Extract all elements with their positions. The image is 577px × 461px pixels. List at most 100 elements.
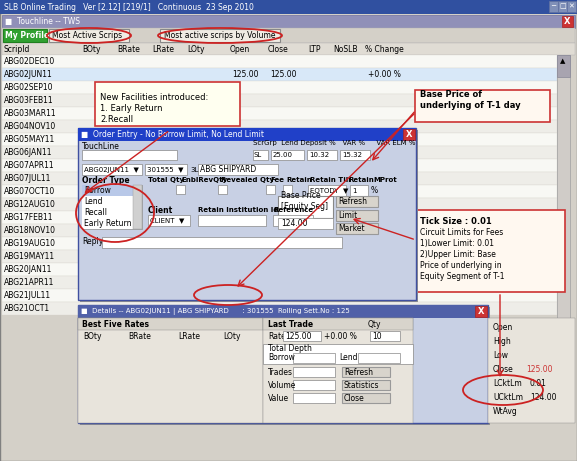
Text: Lend: Lend: [339, 353, 358, 361]
Text: TouchLine: TouchLine: [82, 142, 120, 150]
Text: Most Active Scrips: Most Active Scrips: [52, 31, 122, 40]
Text: ABG19MAY11: ABG19MAY11: [4, 252, 55, 261]
Text: % Change: % Change: [365, 45, 404, 53]
FancyBboxPatch shape: [78, 128, 416, 300]
FancyBboxPatch shape: [293, 393, 335, 403]
FancyBboxPatch shape: [278, 218, 333, 229]
Text: ✕: ✕: [568, 4, 575, 10]
FancyBboxPatch shape: [342, 393, 390, 403]
Text: My Profile: My Profile: [5, 31, 49, 40]
Text: Circuit Limits for Fees
1)Lower Limit: 0.01
2)Upper Limit: Base
Price of underly: Circuit Limits for Fees 1)Lower Limit: 0…: [420, 228, 504, 281]
Text: ScripId: ScripId: [4, 45, 31, 53]
Text: X: X: [564, 17, 571, 26]
Text: Base Price
[Equity Seg]: Base Price [Equity Seg]: [281, 191, 328, 211]
Text: ABG02JUN11  ▼: ABG02JUN11 ▼: [84, 166, 139, 172]
FancyBboxPatch shape: [2, 43, 575, 55]
Text: BOty: BOty: [82, 45, 100, 53]
Text: 3L: 3L: [190, 166, 198, 172]
Text: Reply: Reply: [82, 236, 103, 246]
Text: Refresh: Refresh: [338, 197, 367, 206]
Text: 10: 10: [372, 331, 381, 341]
FancyBboxPatch shape: [198, 164, 278, 175]
Text: BOty: BOty: [83, 331, 102, 341]
Text: Open: Open: [493, 323, 514, 331]
FancyBboxPatch shape: [2, 211, 557, 224]
FancyBboxPatch shape: [198, 215, 266, 226]
FancyBboxPatch shape: [488, 318, 575, 423]
Text: EOTODY  ▼: EOTODY ▼: [310, 188, 349, 194]
Text: Total Qty: Total Qty: [148, 177, 184, 183]
Text: Close: Close: [268, 45, 288, 53]
FancyBboxPatch shape: [2, 302, 557, 315]
Text: Refresh: Refresh: [344, 367, 373, 377]
FancyBboxPatch shape: [293, 380, 335, 390]
Text: Best Five Rates: Best Five Rates: [82, 319, 149, 329]
Text: BRate: BRate: [128, 331, 151, 341]
Text: Open: Open: [230, 45, 250, 53]
FancyBboxPatch shape: [2, 94, 557, 107]
Text: ABG03FEB11: ABG03FEB11: [4, 96, 54, 105]
Text: Client: Client: [148, 206, 173, 214]
Text: Borrow: Borrow: [84, 186, 111, 195]
FancyBboxPatch shape: [2, 120, 557, 133]
FancyBboxPatch shape: [263, 344, 413, 364]
Text: Retain: Retain: [286, 177, 312, 183]
FancyBboxPatch shape: [308, 185, 346, 196]
Text: Qty: Qty: [368, 319, 381, 329]
Text: Low: Low: [493, 350, 508, 360]
FancyBboxPatch shape: [271, 150, 304, 160]
FancyBboxPatch shape: [307, 150, 337, 160]
Text: Lend: Lend: [84, 197, 103, 206]
FancyBboxPatch shape: [2, 15, 575, 28]
FancyBboxPatch shape: [78, 318, 263, 330]
Text: LCktLm: LCktLm: [493, 378, 522, 388]
Text: 25.00: 25.00: [273, 152, 293, 158]
FancyBboxPatch shape: [342, 380, 390, 390]
FancyBboxPatch shape: [82, 185, 137, 196]
Text: 301555  ▼: 301555 ▼: [147, 166, 183, 172]
FancyBboxPatch shape: [2, 146, 557, 159]
FancyBboxPatch shape: [549, 1, 558, 12]
Text: 125.00: 125.00: [526, 365, 553, 373]
Text: LOty: LOty: [223, 331, 241, 341]
Text: ▲: ▲: [560, 58, 565, 64]
Text: High: High: [493, 337, 511, 345]
Text: ─: ─: [552, 4, 556, 10]
FancyBboxPatch shape: [562, 16, 573, 27]
FancyBboxPatch shape: [2, 107, 557, 120]
FancyBboxPatch shape: [82, 150, 177, 160]
FancyBboxPatch shape: [2, 133, 557, 146]
Text: ABG02SEP10: ABG02SEP10: [4, 83, 54, 92]
Text: ABG05MAY11: ABG05MAY11: [4, 135, 55, 144]
FancyBboxPatch shape: [2, 55, 557, 68]
Text: +0.00 %: +0.00 %: [324, 331, 357, 341]
FancyBboxPatch shape: [2, 185, 557, 198]
FancyBboxPatch shape: [558, 1, 567, 12]
FancyBboxPatch shape: [3, 29, 47, 42]
Text: 125.00: 125.00: [232, 70, 258, 79]
FancyBboxPatch shape: [2, 250, 557, 263]
Text: ABG07OCT10: ABG07OCT10: [4, 187, 55, 196]
FancyBboxPatch shape: [2, 276, 557, 289]
Text: ABG20JAN11: ABG20JAN11: [4, 265, 53, 274]
Text: Most active scrips by Volume: Most active scrips by Volume: [164, 31, 275, 40]
Text: ABG04NOV10: ABG04NOV10: [4, 122, 56, 131]
Text: 125.00: 125.00: [270, 70, 297, 79]
FancyBboxPatch shape: [82, 218, 137, 229]
FancyBboxPatch shape: [340, 150, 370, 160]
FancyBboxPatch shape: [283, 331, 321, 341]
FancyBboxPatch shape: [176, 185, 185, 194]
Text: BRate: BRate: [117, 45, 140, 53]
Text: Last Trade: Last Trade: [268, 319, 313, 329]
Text: Close: Close: [344, 394, 365, 402]
FancyBboxPatch shape: [350, 185, 368, 196]
Text: Revealed Qty: Revealed Qty: [221, 177, 274, 183]
FancyBboxPatch shape: [263, 318, 413, 423]
Text: ABG18NOV10: ABG18NOV10: [4, 226, 56, 235]
FancyBboxPatch shape: [403, 129, 415, 140]
FancyBboxPatch shape: [78, 305, 488, 423]
Text: 10.32: 10.32: [309, 152, 329, 158]
Text: ABG21OCT1: ABG21OCT1: [4, 304, 50, 313]
FancyBboxPatch shape: [2, 68, 557, 81]
Text: CLIENT  ▼: CLIENT ▼: [150, 218, 185, 224]
